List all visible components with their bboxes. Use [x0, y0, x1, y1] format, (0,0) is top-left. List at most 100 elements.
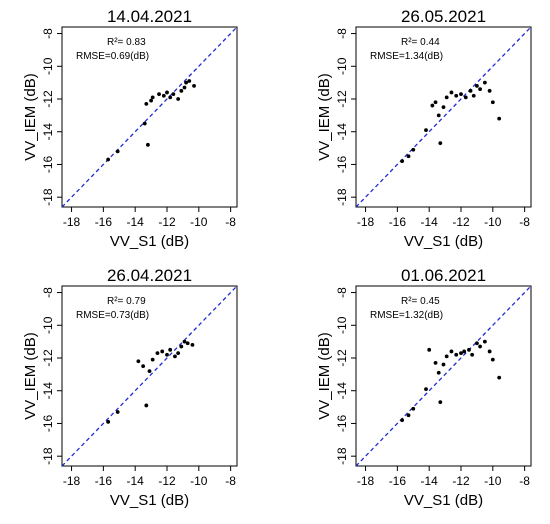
- data-point: [487, 349, 492, 354]
- data-point: [190, 343, 195, 347]
- y-axis: -18 -16 -14 -12 -10 -8: [335, 28, 356, 206]
- x-tick-label: -8: [519, 215, 530, 229]
- x-tick-label: -18: [63, 215, 81, 229]
- y-axis-label: VV_IEM (dB): [316, 332, 333, 420]
- data-points: [106, 79, 196, 162]
- x-axis: -18 -16 -14 -12 -10 -8: [357, 466, 530, 488]
- x-axis: -18 -16 -14 -12 -10 -8: [63, 207, 236, 229]
- data-point: [424, 387, 428, 391]
- data-point: [187, 79, 192, 83]
- scatter-panel-1: 14.04.2021-18 -16 -14 -12 -10 -8-18-16-14-12-…: [22, 7, 238, 250]
- data-point: [136, 359, 141, 364]
- y-tick-label: -14: [41, 382, 55, 400]
- data-point: [146, 142, 150, 147]
- data-point: [115, 410, 120, 414]
- x-axis-label: VV_S1 (dB): [110, 233, 189, 250]
- y-tick-label: -14: [335, 123, 349, 141]
- panel-title: 01.06.2021: [401, 266, 486, 285]
- x-tick-label: -14: [421, 474, 439, 488]
- data-point: [478, 344, 482, 349]
- data-point: [475, 84, 479, 88]
- data-point: [182, 85, 187, 90]
- data-point: [475, 341, 479, 346]
- data-point: [406, 154, 411, 159]
- x-tick-label: -18: [63, 474, 81, 488]
- data-point: [149, 98, 153, 103]
- stat-label: RMSE=0.73(dB): [76, 310, 149, 321]
- data-point: [168, 95, 173, 100]
- data-point: [411, 147, 416, 152]
- data-point: [165, 90, 169, 95]
- x-tick-label: -16: [95, 474, 113, 488]
- data-points: [106, 339, 195, 424]
- data-point: [463, 95, 468, 100]
- data-point: [471, 93, 476, 98]
- y-axis: -18 -16 -14 -12 -10 -8: [41, 28, 62, 206]
- data-point: [462, 349, 467, 354]
- y-tick-label: -12: [335, 349, 349, 367]
- data-point: [142, 121, 147, 126]
- panel-title: 26.04.2021: [107, 266, 192, 285]
- data-point: [155, 351, 160, 355]
- data-point: [482, 339, 487, 344]
- data-points: [400, 80, 502, 164]
- y-tick-label: -18: [41, 447, 55, 465]
- x-tick-label: -16: [95, 215, 113, 229]
- data-points: [400, 339, 502, 423]
- x-tick-label: -12: [158, 474, 176, 488]
- y-tick-label: -8: [41, 287, 55, 298]
- y-axis-label: VV_IEM (dB): [22, 332, 39, 420]
- data-point: [454, 93, 459, 98]
- x-axis-label: VV_S1 (dB): [404, 233, 483, 250]
- y-tick-label: -12: [41, 90, 55, 108]
- data-point: [490, 100, 495, 105]
- y-tick-label: -16: [335, 414, 349, 432]
- x-tick-label: -10: [190, 474, 208, 488]
- x-tick-label: -8: [519, 474, 530, 488]
- x-tick-label: -10: [484, 474, 502, 488]
- data-point: [441, 105, 446, 110]
- x-tick-label: -12: [452, 474, 470, 488]
- x-tick-label: -16: [389, 215, 407, 229]
- data-point: [185, 341, 190, 346]
- data-point: [487, 88, 492, 93]
- data-point: [478, 87, 482, 92]
- data-point: [470, 352, 475, 357]
- plot-frame: [355, 285, 532, 467]
- x-tick-label: -18: [357, 474, 375, 488]
- y-tick-label: -10: [335, 316, 349, 334]
- panel-title: 14.04.2021: [107, 7, 192, 26]
- stat-label: RMSE=1.34(dB): [370, 51, 443, 62]
- x-tick-label: -12: [158, 215, 176, 229]
- y-tick-label: -14: [335, 382, 349, 400]
- y-tick-label: -16: [41, 414, 55, 432]
- y-tick-label: -12: [335, 90, 349, 108]
- y-tick-label: -18: [335, 188, 349, 206]
- data-point: [165, 352, 169, 357]
- x-tick-label: -10: [190, 215, 208, 229]
- data-point: [160, 349, 165, 354]
- data-point: [168, 347, 173, 352]
- x-tick-label: -14: [127, 474, 145, 488]
- x-tick-label: -16: [389, 474, 407, 488]
- stat-label: R²= 0.83: [107, 37, 146, 48]
- data-point: [433, 100, 438, 105]
- plot-frame: [61, 26, 238, 208]
- data-point: [459, 351, 463, 355]
- y-tick-label: -10: [41, 57, 55, 75]
- data-point: [184, 80, 188, 85]
- data-point: [482, 80, 487, 85]
- y-tick-label: -16: [335, 155, 349, 173]
- y-tick-label: -8: [335, 287, 349, 298]
- scatter-panel-4: 01.06.2021-18 -16 -14 -12 -10 -8-18-16-14-12-…: [316, 266, 532, 509]
- data-point: [424, 128, 428, 132]
- data-point: [106, 157, 111, 162]
- data-point: [444, 95, 449, 100]
- data-point: [106, 419, 111, 424]
- data-point: [468, 88, 473, 93]
- data-point: [406, 413, 411, 418]
- y-tick-label: -8: [335, 28, 349, 39]
- y-tick-label: -18: [335, 447, 349, 465]
- data-point: [433, 361, 438, 365]
